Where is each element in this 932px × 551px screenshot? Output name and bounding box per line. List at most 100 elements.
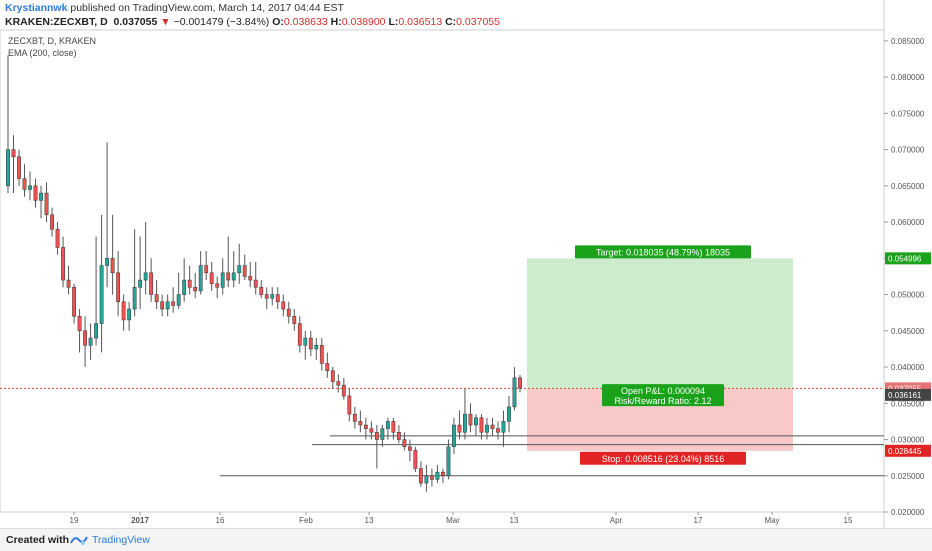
candle[interactable]: [231, 251, 236, 288]
candle[interactable]: [248, 261, 253, 288]
candle[interactable]: [198, 251, 203, 295]
candle[interactable]: [380, 425, 385, 447]
candle[interactable]: [99, 214, 104, 353]
candle[interactable]: [308, 330, 313, 357]
candle-body-down: [496, 428, 500, 433]
candle[interactable]: [138, 236, 143, 310]
candle[interactable]: [193, 272, 198, 299]
candle[interactable]: [452, 417, 456, 455]
candle[interactable]: [336, 374, 341, 393]
candle[interactable]: [435, 464, 440, 484]
candle[interactable]: [77, 309, 82, 353]
author-link[interactable]: Krystiannwk: [5, 2, 68, 14]
candle[interactable]: [264, 287, 269, 310]
candle[interactable]: [479, 414, 484, 440]
candle[interactable]: [441, 468, 445, 484]
candle[interactable]: [154, 280, 159, 310]
candle[interactable]: [325, 352, 330, 378]
candle[interactable]: [518, 375, 522, 393]
candle[interactable]: [369, 421, 374, 440]
candle-body-down: [292, 316, 297, 324]
candle[interactable]: [463, 388, 467, 440]
candle[interactable]: [358, 410, 363, 433]
candle[interactable]: [363, 417, 368, 440]
candle[interactable]: [50, 207, 54, 237]
candle[interactable]: [275, 287, 280, 310]
candle[interactable]: [385, 417, 390, 440]
candle[interactable]: [468, 403, 473, 433]
candle[interactable]: [61, 236, 65, 288]
candle[interactable]: [457, 410, 462, 440]
tradingview-brand[interactable]: TradingView: [92, 534, 150, 546]
candle[interactable]: [446, 439, 451, 480]
candle[interactable]: [143, 222, 148, 295]
candle[interactable]: [182, 258, 187, 302]
candle[interactable]: [33, 178, 38, 208]
candle[interactable]: [94, 236, 98, 346]
candle[interactable]: [292, 309, 297, 331]
candle[interactable]: [347, 388, 352, 422]
candle[interactable]: [66, 265, 71, 295]
candle[interactable]: [259, 280, 264, 299]
candle[interactable]: [419, 461, 423, 487]
candle[interactable]: [11, 135, 16, 194]
candle[interactable]: [88, 323, 93, 360]
candle[interactable]: [314, 338, 319, 360]
price-chart[interactable]: ZECXBT, D, KRAKEN EMA (200, close) 0.08500…: [0, 0, 932, 528]
candle[interactable]: [160, 294, 165, 317]
candle[interactable]: [72, 283, 76, 324]
candle[interactable]: [116, 251, 121, 317]
candle[interactable]: [424, 464, 429, 492]
candle[interactable]: [270, 287, 275, 306]
candle[interactable]: [501, 410, 506, 447]
candle[interactable]: [28, 171, 32, 201]
candle[interactable]: [176, 272, 181, 310]
candle[interactable]: [55, 222, 60, 255]
candle[interactable]: [132, 229, 137, 317]
candle[interactable]: [507, 396, 511, 433]
candle[interactable]: [490, 417, 495, 436]
candle[interactable]: [297, 316, 302, 353]
candle[interactable]: [341, 377, 346, 400]
candle[interactable]: [17, 149, 21, 186]
candle[interactable]: [242, 254, 247, 281]
candle[interactable]: [165, 294, 170, 317]
candle[interactable]: [127, 301, 132, 331]
candle[interactable]: [121, 294, 126, 331]
candle[interactable]: [413, 446, 418, 473]
candle[interactable]: [407, 439, 412, 462]
candle[interactable]: [319, 338, 324, 371]
candle[interactable]: [39, 185, 43, 219]
candle[interactable]: [286, 301, 291, 324]
candle[interactable]: [474, 414, 478, 436]
candle[interactable]: [374, 425, 379, 469]
candle[interactable]: [512, 367, 517, 411]
candle[interactable]: [171, 287, 176, 313]
candle[interactable]: [485, 417, 489, 440]
candle[interactable]: [83, 316, 87, 368]
candle[interactable]: [330, 367, 335, 389]
candle[interactable]: [402, 432, 407, 451]
candle[interactable]: [204, 251, 209, 281]
candle[interactable]: [149, 258, 154, 302]
candle[interactable]: [226, 236, 231, 288]
candle[interactable]: [303, 330, 308, 360]
candle[interactable]: [220, 258, 225, 295]
candle-body-up: [507, 406, 511, 422]
candle[interactable]: [396, 425, 401, 444]
candle[interactable]: [6, 55, 10, 194]
candle[interactable]: [237, 243, 242, 284]
candle[interactable]: [187, 265, 192, 295]
candle[interactable]: [281, 294, 286, 317]
candle[interactable]: [430, 468, 434, 487]
candle[interactable]: [105, 142, 109, 288]
candle[interactable]: [22, 164, 27, 197]
candle[interactable]: [253, 261, 258, 295]
candle[interactable]: [496, 421, 500, 440]
candle[interactable]: [215, 276, 220, 299]
candle[interactable]: [110, 214, 115, 295]
candle[interactable]: [209, 261, 214, 291]
candle[interactable]: [44, 182, 49, 223]
candle[interactable]: [391, 417, 396, 440]
candle[interactable]: [352, 406, 357, 429]
